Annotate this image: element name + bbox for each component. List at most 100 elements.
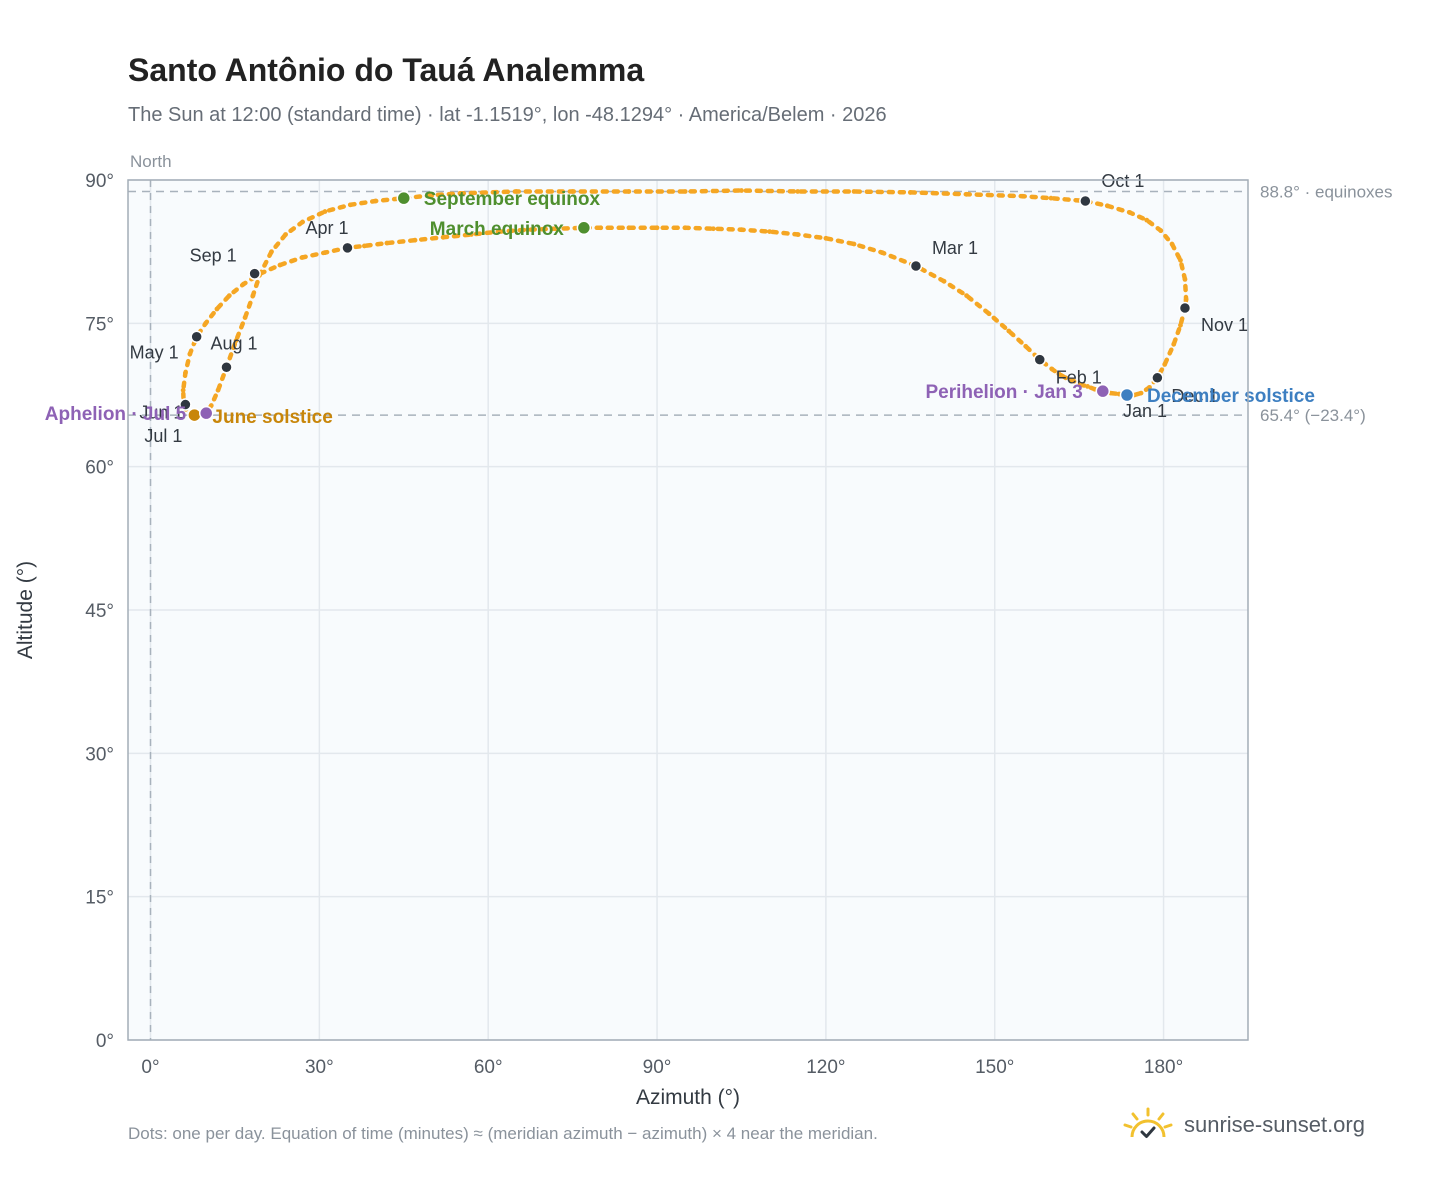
- y-tick-label: 30°: [85, 744, 114, 765]
- daily-dot: [598, 225, 604, 231]
- x-tick-label: 180°: [1144, 1057, 1183, 1078]
- daily-dot: [1006, 328, 1012, 334]
- daily-dot: [1070, 378, 1076, 384]
- month-label: May 1: [130, 343, 179, 363]
- daily-dot: [1169, 241, 1175, 247]
- daily-dot: [180, 387, 186, 393]
- axes-layer: 0° 15° 30° 45° 60° 75° 90° 0° 30° 60° 90° 120° 150° 1…: [14, 171, 1249, 1109]
- daily-dot: [203, 320, 209, 326]
- daily-dot: [269, 249, 274, 255]
- month-label: Apr 1: [305, 218, 348, 238]
- daily-dot: [1144, 217, 1150, 223]
- event-label: June solstice: [212, 407, 332, 428]
- reference-lines-layer: North 88.8° · equinoxes 65.4° (−23.4°): [128, 152, 1393, 1040]
- x-tick-label: 60°: [474, 1057, 503, 1078]
- daily-dot: [384, 240, 390, 246]
- daily-dot: [513, 189, 519, 194]
- event-label: December solstice: [1147, 386, 1315, 407]
- daily-dot: [851, 189, 857, 194]
- daily-dot: [1063, 375, 1069, 381]
- month-marker: [909, 259, 923, 273]
- daily-dot: [710, 226, 716, 232]
- daily-dot: [208, 403, 214, 408]
- north-label: North: [130, 152, 172, 171]
- month-marker: [190, 330, 203, 343]
- daily-dot: [300, 219, 305, 225]
- month-label: Nov 1: [1201, 315, 1248, 335]
- daily-dot: [412, 237, 418, 243]
- y-tick-label: 0°: [96, 1031, 114, 1052]
- daily-dot: [1104, 203, 1110, 209]
- daily-dot: [1127, 210, 1133, 215]
- daily-dot: [373, 198, 379, 204]
- daily-dot: [440, 234, 446, 240]
- brand[interactable]: sunrise-sunset.org: [1120, 1100, 1365, 1150]
- y-tick-label: 45°: [85, 601, 114, 622]
- event-marker: [396, 190, 412, 206]
- daily-dot: [1056, 371, 1062, 377]
- daily-dot: [457, 190, 463, 196]
- daily-dot: [1077, 382, 1083, 387]
- event-marker: [1119, 387, 1135, 403]
- daily-dot: [553, 226, 559, 232]
- month-label: Sep 1: [190, 246, 237, 266]
- event-label: March equinox: [430, 219, 565, 240]
- daily-dot: [1049, 366, 1055, 372]
- y-tick-label: 60°: [85, 458, 114, 479]
- x-tick-label: 90°: [643, 1057, 672, 1078]
- y-tick-label: 90°: [85, 171, 114, 192]
- daily-dot: [525, 227, 530, 233]
- daily-dot: [682, 225, 688, 231]
- daily-dot: [823, 235, 829, 241]
- reference-line-label: 65.4° (−23.4°): [1260, 406, 1366, 425]
- daily-dot: [795, 189, 801, 194]
- daily-dot: [626, 225, 632, 231]
- event-marker: [1095, 383, 1111, 399]
- month-label: Feb 1: [1056, 368, 1102, 388]
- daily-dot: [215, 387, 221, 393]
- month-marker: [1151, 371, 1164, 385]
- daily-dot: [795, 232, 801, 237]
- event-label: September equinox: [424, 189, 601, 210]
- event-marker: [187, 407, 202, 423]
- daily-dot: [739, 188, 744, 193]
- plot-frame: [127, 179, 1249, 1041]
- daily-dot: [964, 293, 969, 299]
- footnote: Dots: one per day. Equation of time (min…: [128, 1124, 878, 1143]
- daily-dot: [1085, 384, 1090, 389]
- y-tick-label: 75°: [85, 314, 114, 335]
- event-label: Aphelion · Jul 5: [45, 404, 187, 425]
- x-tick-label: 30°: [305, 1057, 334, 1078]
- sun-check-icon: [1123, 1107, 1173, 1138]
- daily-dot: [250, 293, 256, 299]
- month-marker: [179, 398, 192, 411]
- month-marker: [341, 241, 354, 255]
- daily-dot: [1162, 362, 1168, 367]
- grid-layer: [128, 179, 1248, 1041]
- daily-dot: [283, 232, 288, 237]
- daily-dot: [570, 189, 576, 194]
- daily-dot: [941, 278, 947, 284]
- event-marker: [576, 220, 592, 236]
- daily-dot: [497, 229, 502, 235]
- daily-dot: [300, 255, 305, 260]
- labels-layer: Jan 1 Feb 1 Mar 1 Apr 1 May 1 Jun 1 Jul 1 Aug 1…: [45, 171, 1315, 446]
- daily-dot: [233, 338, 239, 343]
- event-label: Perihelion · Jan 3: [925, 382, 1082, 403]
- page-title: Santo Antônio do Tauá Analemma: [128, 52, 645, 88]
- daily-dot: [1023, 343, 1029, 349]
- daily-dot: [851, 241, 857, 247]
- event-marker: [198, 405, 214, 421]
- month-marker: [220, 361, 233, 374]
- daily-dot: [1147, 384, 1152, 390]
- daily-dot: [183, 370, 188, 376]
- month-marker: [1178, 301, 1192, 315]
- daily-dot: [347, 202, 353, 208]
- daily-dot: [429, 192, 435, 198]
- daily-dot: [964, 191, 969, 197]
- daily-dot: [322, 250, 328, 256]
- daily-dot: [240, 281, 246, 287]
- daily-dot: [626, 189, 632, 194]
- month-label: Jul 1: [144, 426, 182, 446]
